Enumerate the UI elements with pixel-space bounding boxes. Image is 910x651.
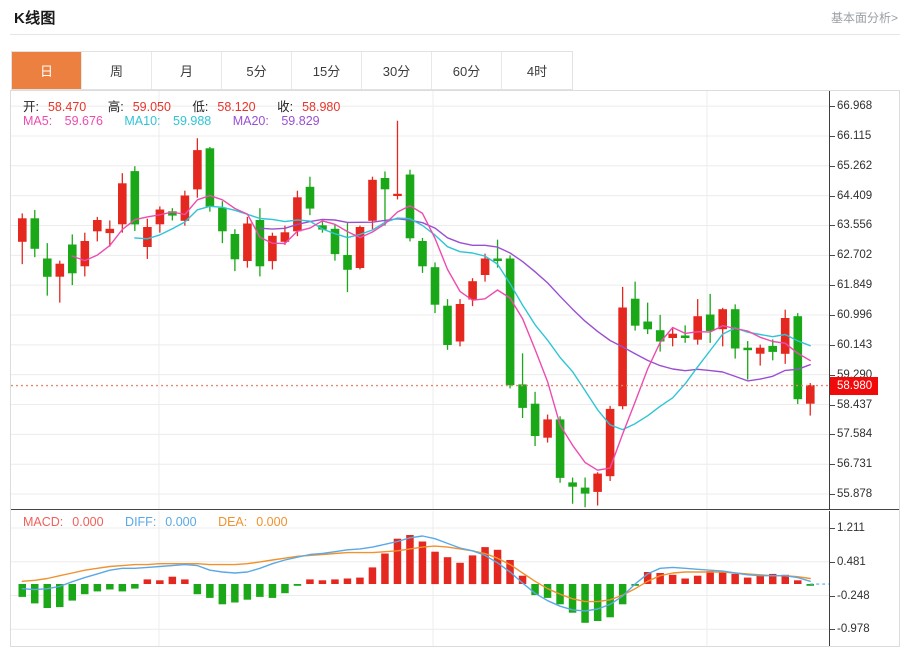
tab-1[interactable]: 周 xyxy=(82,52,152,89)
macd-tick-0: 1.211 xyxy=(830,522,865,535)
tab-label: 4时 xyxy=(526,64,548,79)
price-axis: 66.968 66.115 65.262 64.409 63.556 62.702 61.8… xyxy=(829,91,899,509)
tab-7[interactable]: 4时 xyxy=(502,52,572,89)
price-tick-10: 58.437 xyxy=(829,398,873,411)
price-tick-0: 66.968 xyxy=(829,100,873,113)
price-tick-4: 63.556 xyxy=(829,219,873,232)
tab-label: 日 xyxy=(39,64,53,79)
price-tick-8: 60.143 xyxy=(829,338,873,351)
current-price-badge: 58.980 xyxy=(830,376,879,395)
tab-5[interactable]: 30分 xyxy=(362,52,432,89)
widget-header: K线图 基本面分析> xyxy=(0,0,910,34)
macd-tick-1: 0.481 xyxy=(830,555,866,568)
price-tick-7: 60.996 xyxy=(829,309,873,321)
tab-4[interactable]: 15分 xyxy=(292,52,362,89)
tab-label: 月 xyxy=(179,64,193,79)
macd-plot xyxy=(11,511,829,646)
price-tick-13: 55.878 xyxy=(829,488,873,501)
price-tick-6: 61.849 xyxy=(829,279,873,292)
price-tick-1: 66.115 xyxy=(829,129,872,142)
tab-2[interactable]: 月 xyxy=(152,52,222,89)
period-tabbar[interactable]: 日 周 月 5分 15分 30分 60分 4时 xyxy=(11,51,573,90)
tab-6[interactable]: 60分 xyxy=(432,52,502,89)
tab-label: 60分 xyxy=(452,64,481,79)
price-tick-11: 57.584 xyxy=(829,428,873,441)
page-title: K线图 xyxy=(14,9,56,27)
tab-label: 周 xyxy=(109,64,123,79)
price-pane[interactable]: 开: 58.470 高: 59.050 低: 58.120 收: 58.980 MA5:… xyxy=(11,91,899,510)
tab-label: 5分 xyxy=(246,64,267,79)
price-tick-2: 65.262 xyxy=(829,159,873,172)
candlestick-plot xyxy=(11,91,829,509)
macd-tick-2: -0.248 xyxy=(830,589,870,602)
price-tick-3: 64.409 xyxy=(829,189,873,202)
price-tick-12: 56.731 xyxy=(829,458,873,471)
tab-0[interactable]: 日 xyxy=(12,52,82,89)
tab-3[interactable]: 5分 xyxy=(222,52,292,89)
price-tick-5: 62.702 xyxy=(829,249,873,262)
header-divider xyxy=(10,34,900,35)
tab-label: 15分 xyxy=(312,64,341,79)
chart-frame: 开: 58.470 高: 59.050 低: 58.120 收: 58.980 MA5:… xyxy=(10,90,900,647)
tab-label: 30分 xyxy=(382,64,411,79)
macd-pane[interactable]: MACD: 0.000 DIFF: 0.000 DEA: 0.000 1.211 0.4… xyxy=(11,511,899,646)
macd-axis: 1.211 0.481 -0.248 -0.978 xyxy=(829,511,899,646)
fundamental-analysis-link[interactable]: 基本面分析> xyxy=(830,10,898,25)
macd-tick-3: -0.978 xyxy=(830,623,870,636)
